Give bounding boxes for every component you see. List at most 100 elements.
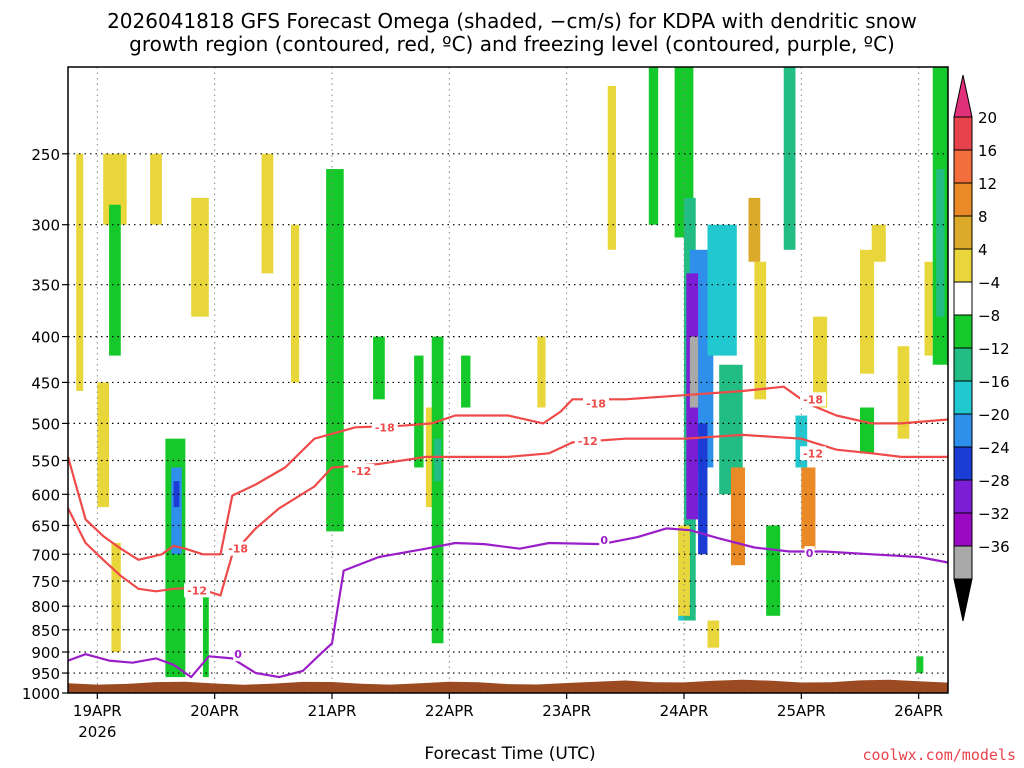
- ground-layer: [68, 679, 948, 693]
- colorbar-swatch-5: [953, 281, 973, 316]
- x-year-label: 2026: [78, 723, 116, 741]
- omega-shade-29: [698, 423, 708, 555]
- contour-label-bg-3: [348, 463, 375, 478]
- x-tick-label-20APR: 20APR: [190, 702, 239, 720]
- y-tick-label-900: 900: [31, 644, 60, 662]
- axes-layer: 250 300 350 400 450 500 550 600 650 700 750 800 850 9…: [22, 66, 949, 741]
- omega-shade-28: [689, 336, 699, 408]
- omega-shade-47: [916, 656, 924, 674]
- contour-label-2: 0: [234, 648, 242, 661]
- y-tick-label-1000: 1000: [22, 685, 60, 703]
- colorbar-label-11: −28: [978, 472, 1010, 490]
- colorbar-label-10: −24: [978, 439, 1010, 457]
- colorbar-label-1: 16: [978, 142, 997, 160]
- colorbar-swatch-3: [953, 215, 973, 250]
- omega-shade-30: [707, 224, 737, 356]
- colorbar-label-7: −12: [978, 340, 1010, 358]
- omega-shade-43: [860, 249, 875, 374]
- contour-label-1: -12: [187, 584, 207, 597]
- omega-shade-44: [860, 407, 875, 454]
- omega-shade-19: [461, 355, 471, 408]
- x-tick-label-24APR: 24APR: [660, 702, 709, 720]
- y-tick-label-400: 400: [31, 329, 60, 347]
- y-tick-label-750: 750: [31, 573, 60, 591]
- omega-shade-20: [537, 336, 546, 408]
- ground-fill: [68, 679, 948, 693]
- colorbar-label-12: −32: [978, 505, 1010, 523]
- omega-shade-36: [754, 261, 767, 400]
- colorbar-swatch-8: [953, 380, 973, 415]
- freezing-level-contour-2: [67, 527, 949, 679]
- omega-shade-14: [373, 336, 385, 400]
- colorbar-label-9: −20: [978, 406, 1010, 424]
- colorbar-label-3: 8: [978, 208, 988, 226]
- colorbar-bottom-arrow: [953, 578, 973, 622]
- omega-shade-50: [936, 169, 945, 317]
- omega-shade-35: [730, 467, 746, 566]
- omega-shade-46: [897, 346, 910, 439]
- chart-title-line-2: growth region (contoured, red, ºC) and f…: [129, 32, 895, 56]
- omega-shade-13: [326, 169, 344, 532]
- y-tick-label-650: 650: [31, 517, 60, 535]
- omega-shade-12: [290, 224, 300, 383]
- omega-shade-41: [813, 316, 828, 408]
- contour-label-bg-2: [233, 647, 244, 662]
- colorbar-swatch-1: [953, 149, 973, 184]
- x-tick-label-25APR: 25APR: [777, 702, 826, 720]
- y-tick-label-250: 250: [31, 146, 60, 164]
- omega-shade-2: [109, 204, 121, 356]
- omega-shade-42: [801, 467, 816, 549]
- contour-label-3: -12: [351, 465, 371, 478]
- omega-shade-15: [414, 355, 424, 468]
- contour-label-5: -18: [586, 397, 606, 410]
- colorbar-swatch-2: [953, 182, 973, 217]
- contour-label-bg-0: [225, 541, 252, 556]
- colorbar-swatch-10: [953, 446, 973, 481]
- colorbar-label-8: −16: [978, 373, 1010, 391]
- omega-shade-48: [924, 261, 933, 356]
- contour-label-bg-6: [574, 433, 601, 448]
- contour-layer: -18 -12 0 -12 -18 -18 -12 0 -18 -12 0: [66, 385, 949, 679]
- y-tick-label-350: 350: [31, 277, 60, 295]
- colorbar-top-arrow: [953, 74, 973, 118]
- contour-label-bg-10: [804, 546, 815, 561]
- contour-label-10: 0: [806, 547, 814, 560]
- y-tick-label-850: 850: [31, 622, 60, 640]
- omega-shade-17: [431, 336, 444, 644]
- contour-label-6: -12: [578, 435, 598, 448]
- x-tick-label-22APR: 22APR: [425, 702, 474, 720]
- omega-shade-31: [719, 364, 743, 495]
- omega-shade-33: [707, 620, 720, 648]
- colorbar-swatch-9: [953, 413, 973, 448]
- colorbar-swatch-4: [953, 248, 973, 283]
- colorbar: 20 16 12 8 4 −4 −8 −12 −16 −20 −24 −28 −32 −36: [953, 74, 1010, 622]
- contour-label-bg-5: [583, 396, 609, 411]
- x-tick-label-23APR: 23APR: [542, 702, 591, 720]
- omega-shade-39: [783, 67, 796, 250]
- y-tick-label-600: 600: [31, 486, 60, 504]
- contour-label-bg-4: [371, 420, 398, 435]
- colorbar-swatch-6: [953, 314, 973, 349]
- colorbar-swatch-13: [953, 545, 973, 580]
- y-tick-label-550: 550: [31, 452, 60, 470]
- colorbar-swatch-7: [953, 347, 973, 382]
- omega-shade-4: [111, 542, 121, 653]
- chart-title-line-1: 2026041818 GFS Forecast Omega (shaded, −…: [107, 9, 917, 33]
- omega-shade-11: [261, 153, 274, 274]
- colorbar-swatch-0: [953, 116, 973, 151]
- omega-shade-22: [648, 67, 659, 225]
- omega-shade-7: [171, 467, 182, 555]
- omega-shade-32: [678, 525, 690, 616]
- credit-link[interactable]: coolwx.com/models: [862, 746, 1016, 764]
- colorbar-label-5: −4: [978, 274, 1000, 292]
- x-axis-label: Forecast Time (UTC): [424, 744, 596, 764]
- omega-shading-layer: [76, 67, 948, 678]
- contour-label-bg-1: [184, 583, 211, 598]
- contour-label-0: -18: [228, 543, 248, 556]
- plot-frame: [67, 66, 949, 694]
- contour-label-bg-9: [800, 446, 827, 461]
- omega-shade-3: [97, 382, 110, 508]
- y-tick-label-700: 700: [31, 546, 60, 564]
- colorbar-label-13: −36: [978, 538, 1010, 556]
